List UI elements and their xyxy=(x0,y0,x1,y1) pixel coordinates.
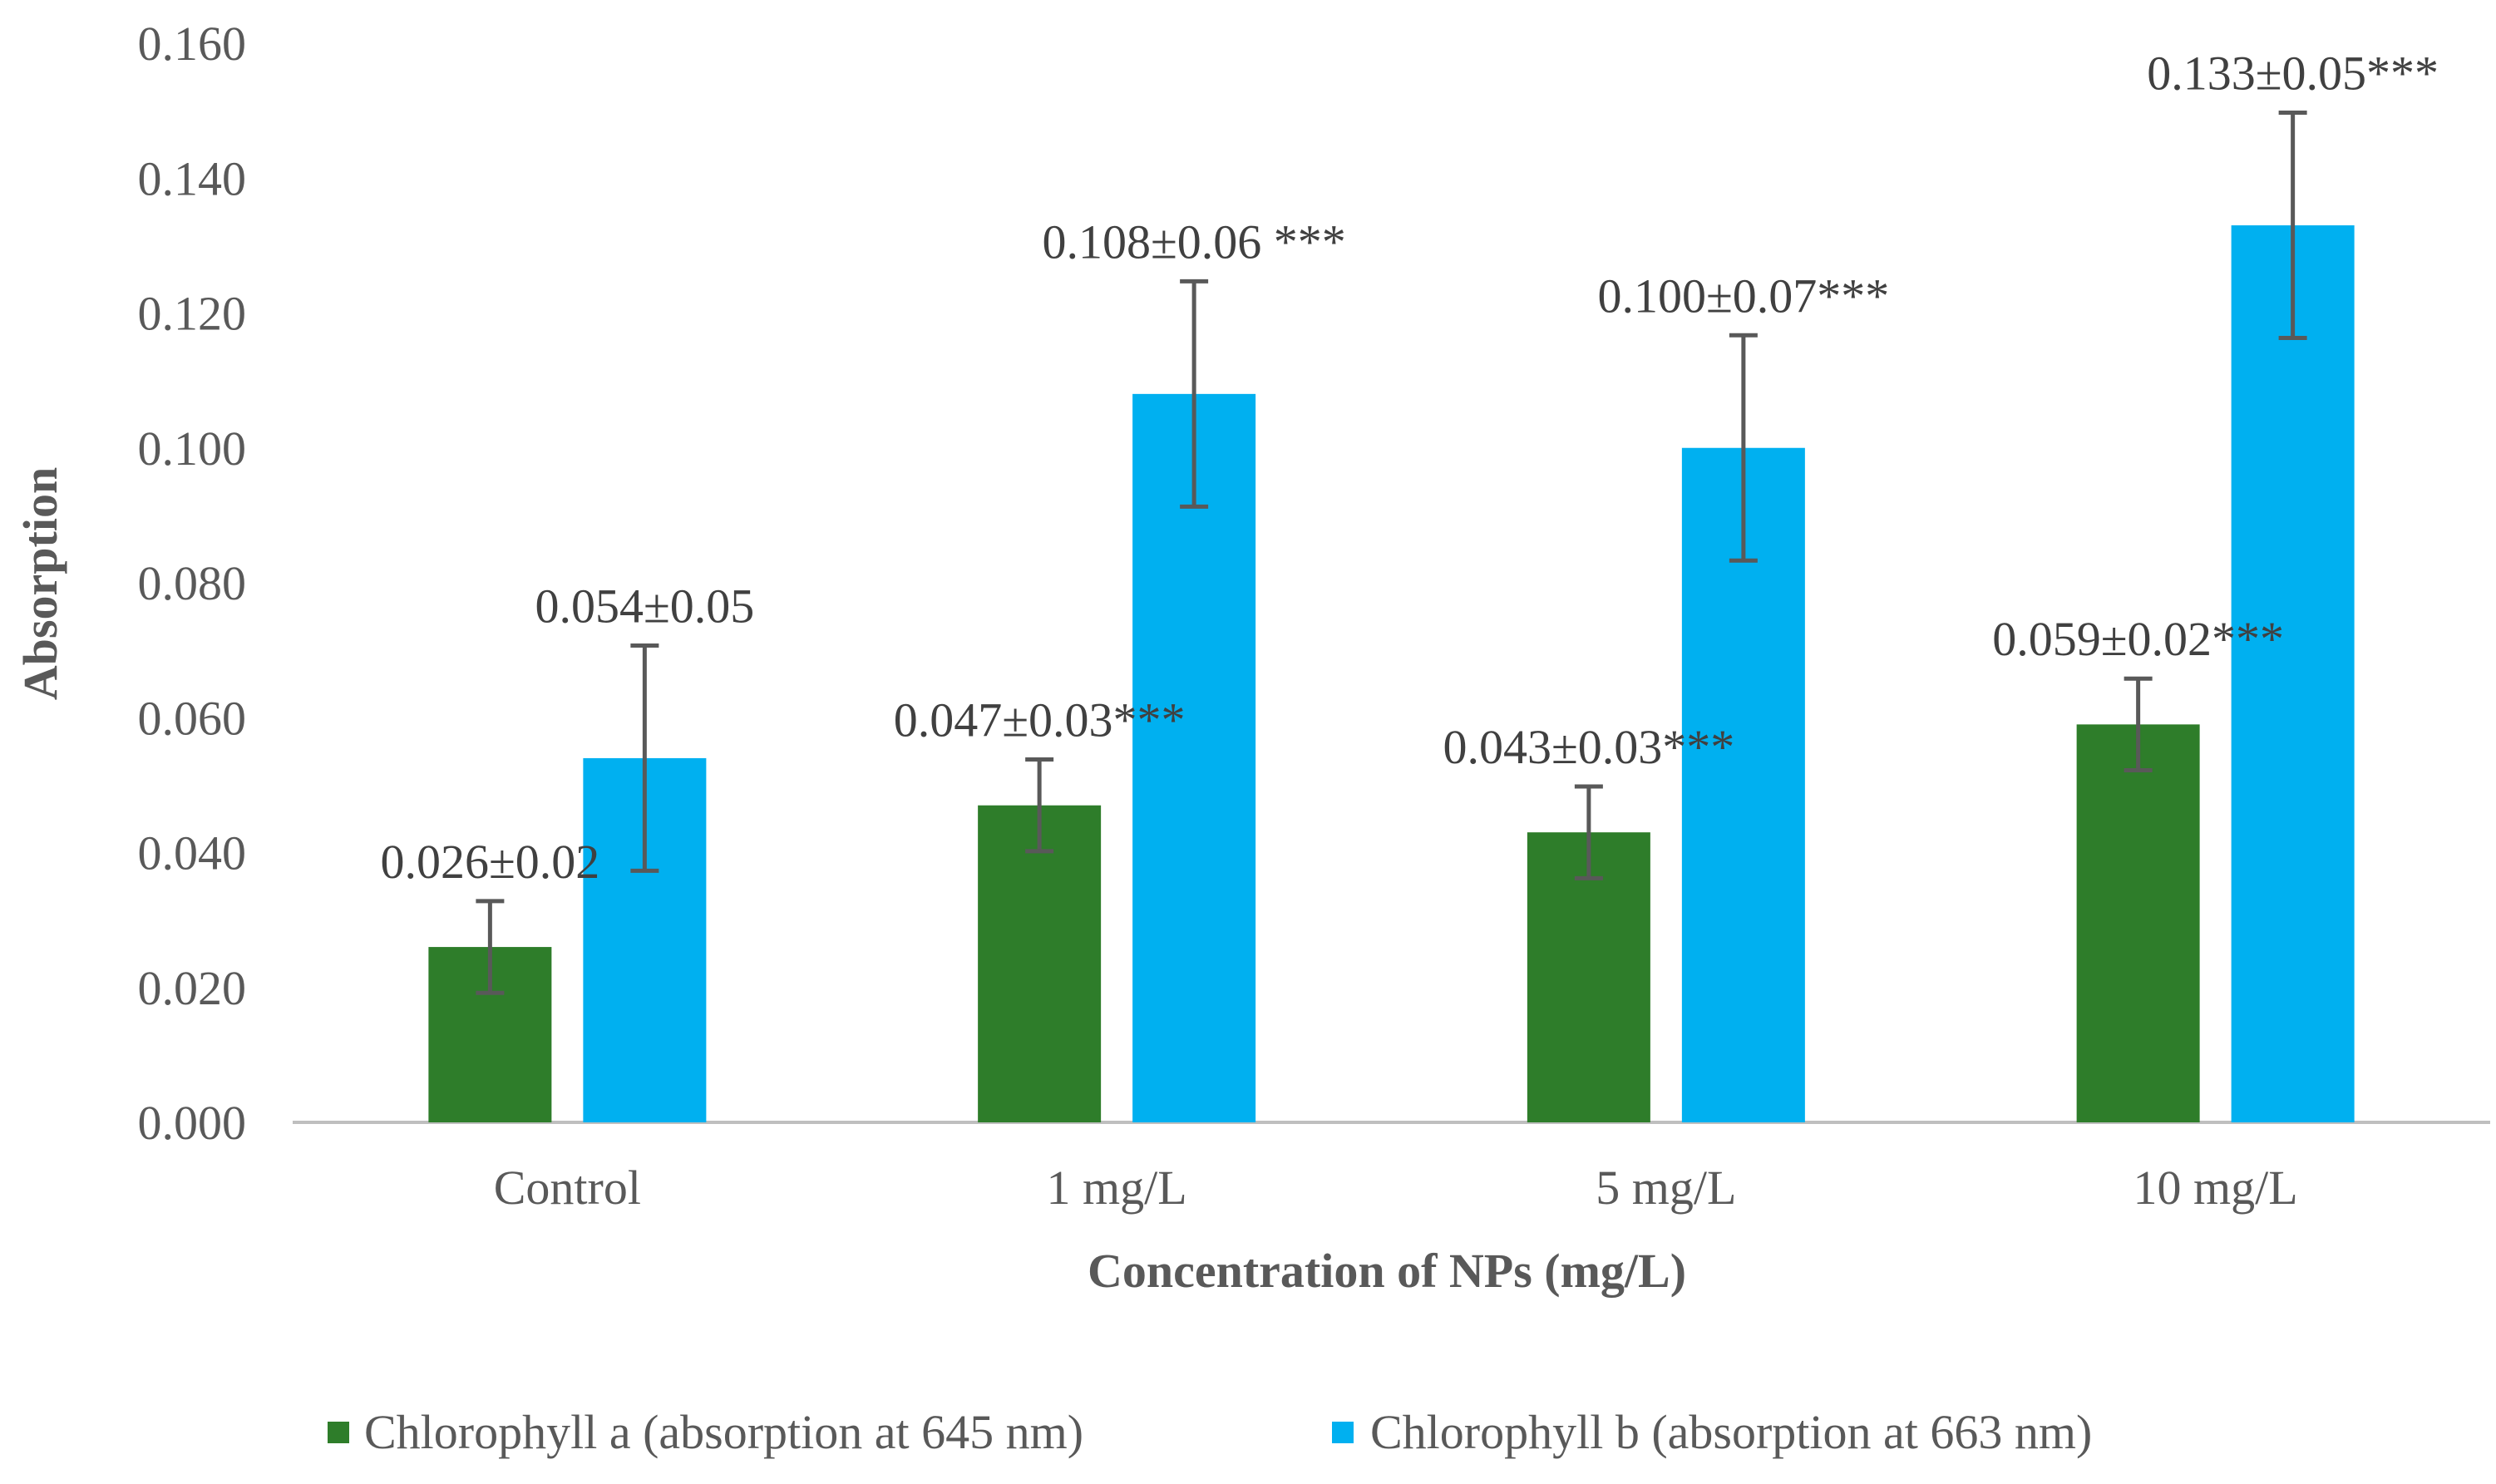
legend-label-chlorophyll-a: Chlorophyll a (absorption at 645 nm) xyxy=(364,1405,1083,1459)
error-bar xyxy=(1025,757,1054,854)
x-tick-label: 10 mg/L xyxy=(2133,1161,2298,1215)
y-tick-label: 0.060 xyxy=(138,691,247,745)
bar-chlorophyll-a xyxy=(2076,724,2200,1122)
legend-swatch-chlorophyll-b xyxy=(1332,1422,1354,1443)
y-axis-title: Absorption xyxy=(13,467,67,700)
legend: Chlorophyll a (absorption at 645 nm) Chl… xyxy=(328,1405,2092,1459)
error-bar xyxy=(1729,333,1758,563)
y-tick-label: 0.160 xyxy=(138,17,247,71)
data-labels: 0.026±0.02 0.047±0.03*** 0.043±0.03*** 0.05… xyxy=(380,47,2439,889)
data-label: 0.100±0.07*** xyxy=(1597,269,1889,323)
data-label: 0.026±0.02 xyxy=(380,835,599,889)
bar-chlorophyll-a xyxy=(978,805,1102,1122)
data-label: 0.133±0.05*** xyxy=(2147,47,2439,101)
y-tick-label: 0.080 xyxy=(138,556,247,610)
data-label: 0.047±0.03*** xyxy=(894,693,1186,747)
y-tick-label: 0.020 xyxy=(138,961,247,1015)
data-label: 0.108±0.06 *** xyxy=(1042,214,1345,269)
error-bar xyxy=(1574,784,1603,880)
y-tick-label: 0.140 xyxy=(138,151,247,205)
legend-label-chlorophyll-b: Chlorophyll b (absorption at 663 nm) xyxy=(1370,1405,2092,1459)
bar-chlorophyll-b xyxy=(2231,225,2355,1123)
x-tick-label: Control xyxy=(494,1161,641,1215)
y-tick-label: 0.000 xyxy=(138,1096,247,1150)
y-axis-ticks: 0.000 0.020 0.040 0.060 0.080 0.100 0.120 0.140… xyxy=(138,17,247,1150)
legend-swatch-chlorophyll-a xyxy=(328,1422,349,1443)
error-bar xyxy=(630,643,659,873)
error-bar xyxy=(2124,676,2153,773)
y-tick-label: 0.120 xyxy=(138,287,247,341)
bar-chlorophyll-b xyxy=(1132,393,1256,1123)
error-bar xyxy=(476,899,505,995)
error-bars xyxy=(476,111,2307,995)
data-label: 0.059±0.02*** xyxy=(1992,612,2284,666)
x-axis-title: Concentration of NPs (mg/L) xyxy=(1088,1244,1686,1298)
data-label: 0.054±0.05 xyxy=(535,579,754,633)
x-tick-label: 5 mg/L xyxy=(1596,1161,1736,1215)
bar-chlorophyll-a xyxy=(1527,832,1650,1122)
error-bar xyxy=(1180,279,1209,509)
x-axis-ticks: Control 1 mg/L 5 mg/L 10 mg/L xyxy=(494,1161,2298,1215)
x-tick-label: 1 mg/L xyxy=(1047,1161,1187,1215)
y-tick-label: 0.040 xyxy=(138,826,247,880)
data-label: 0.043±0.03*** xyxy=(1443,720,1734,774)
bars xyxy=(428,225,2355,1123)
y-tick-label: 0.100 xyxy=(138,422,247,476)
error-bar xyxy=(2278,111,2307,341)
